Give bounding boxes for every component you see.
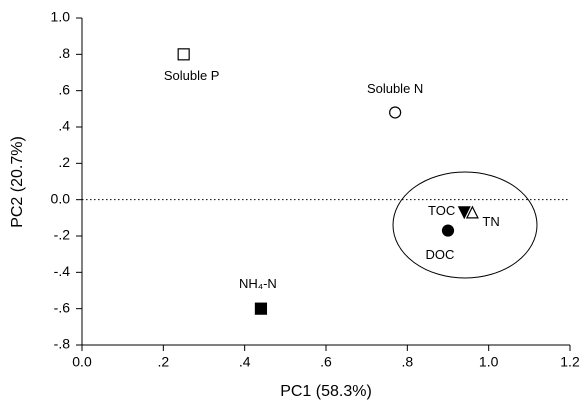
x-axis-label: PC1 (58.3%): [280, 383, 372, 400]
x-tick-label: .4: [239, 354, 251, 370]
point: [389, 106, 402, 119]
y-tick-label: -.2: [54, 227, 71, 243]
x-tick-label: 0.0: [72, 354, 92, 370]
y-tick-label: .4: [58, 118, 70, 134]
point: [441, 224, 455, 237]
y-tick-label: 0.0: [51, 190, 71, 206]
cluster-ellipse: [392, 171, 538, 279]
point-label: Soluble P: [164, 68, 220, 83]
point-label: DOC: [426, 247, 455, 262]
y-tick-label: -.8: [54, 336, 71, 352]
y-tick-label: .6: [58, 81, 70, 97]
y-tick-label: 1.0: [51, 9, 71, 25]
point: [465, 205, 479, 219]
point-label: TOC: [428, 203, 455, 218]
x-tick-label: 1.0: [479, 354, 499, 370]
point: [457, 206, 471, 220]
point: [177, 48, 190, 61]
point-label: TN: [482, 214, 499, 229]
x-tick-label: 1.2: [560, 354, 580, 370]
point: [254, 302, 268, 315]
x-tick-label: .6: [320, 354, 332, 370]
y-tick-label: -.4: [54, 263, 71, 279]
y-tick-label: -.6: [54, 299, 71, 315]
y-tick-label: .2: [58, 154, 70, 170]
x-tick-label: .8: [401, 354, 413, 370]
y-tick-label: .8: [58, 45, 70, 61]
point-label: NH₄-N: [239, 276, 277, 291]
point-label: Soluble N: [367, 81, 423, 96]
y-axis-label: PC2 (20.7%): [9, 136, 26, 228]
x-tick-label: .2: [157, 354, 169, 370]
